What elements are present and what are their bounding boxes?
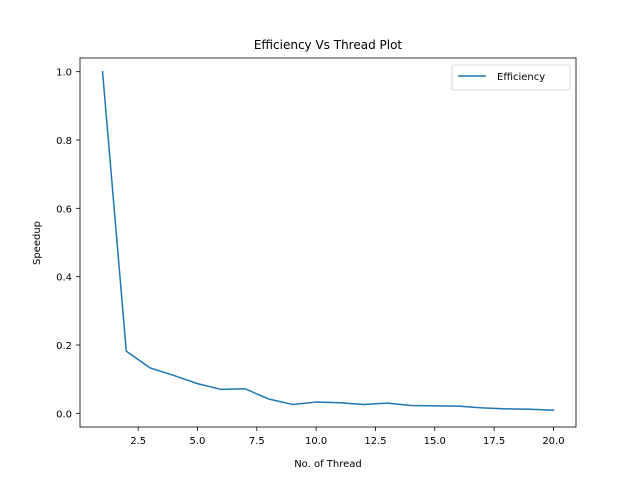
y-tick-label: 0.8: [56, 136, 72, 147]
y-tick-label: 0.0: [56, 409, 72, 420]
x-tick-label: 20.0: [542, 436, 564, 447]
legend-label-efficiency: Efficiency: [497, 72, 545, 83]
y-tick-label: 0.6: [56, 204, 72, 215]
x-tick-label: 12.5: [364, 436, 386, 447]
plot-area-frame: [79, 57, 577, 428]
x-axis-ticks: 2.5 5.0 7.5 10.0 12.5 15.0 17.5 20.0: [130, 427, 565, 447]
x-tick-label: 10.0: [305, 436, 327, 447]
series-lines: [101, 70, 555, 412]
y-axis-label: Speedup: [32, 221, 43, 265]
x-tick-label: 15.0: [424, 436, 446, 447]
x-tick-label: 17.5: [483, 436, 505, 447]
y-tick-label: 0.2: [56, 341, 72, 352]
y-tick-label: 0.4: [56, 273, 72, 284]
x-tick-label: 7.5: [249, 436, 265, 447]
series-line-efficiency: [101, 70, 555, 412]
x-tick-label: 2.5: [130, 436, 146, 447]
y-tick-label: 1.0: [56, 68, 72, 79]
legend-box: [451, 64, 571, 91]
chart-title: Efficiency Vs Thread Plot: [254, 38, 403, 52]
x-axis-label: No. of Thread: [294, 459, 362, 470]
y-axis-ticks: 0.0 0.2 0.4 0.6 0.8 1.0: [56, 68, 80, 420]
x-tick-label: 5.0: [190, 436, 206, 447]
legend: Efficiency: [451, 64, 571, 91]
